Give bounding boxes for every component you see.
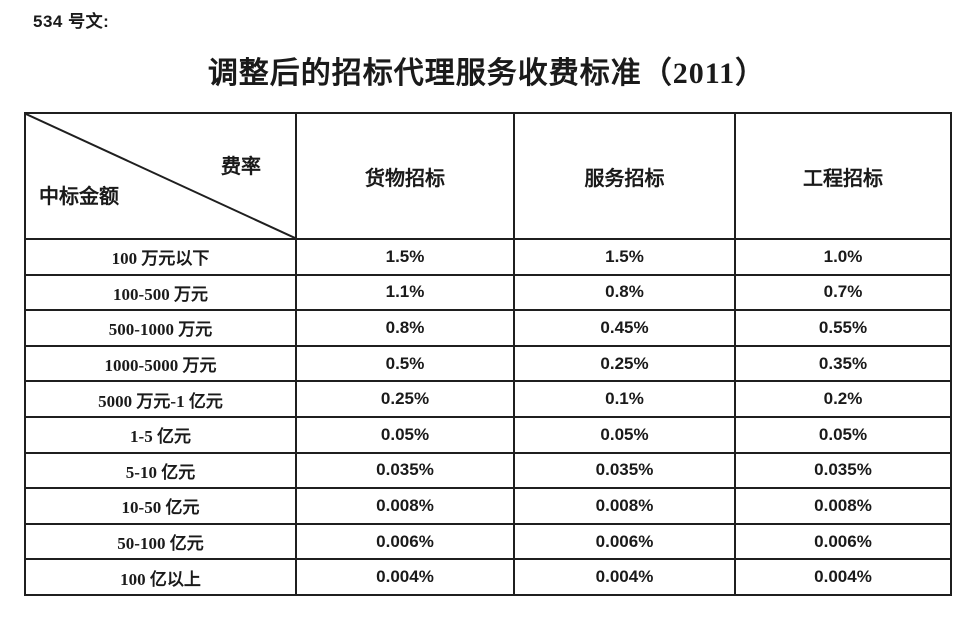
table-row: 5000 万元-1 亿元 0.25% 0.1% 0.2% [24, 380, 952, 418]
row-label: 5-10 亿元 [24, 451, 297, 490]
rate-cell: 0.008% [734, 487, 952, 525]
table-row: 100 亿以上 0.004% 0.004% 0.004% [24, 558, 952, 596]
corner-label-rate: 费率 [221, 156, 261, 178]
rate-cell: 0.008% [513, 487, 736, 525]
rate-cell: 1.1% [295, 273, 515, 312]
fee-table: 费率 中标金额 货物招标 服务招标 工程招标 100 万元以下 1.5% 1.5… [24, 112, 952, 596]
row-label: 1-5 亿元 [24, 415, 297, 454]
rate-cell: 0.8% [295, 309, 515, 347]
rate-cell: 0.035% [734, 451, 952, 490]
diagonal-line-icon [26, 114, 295, 238]
rate-cell: 0.006% [295, 522, 515, 561]
table-row: 5-10 亿元 0.035% 0.035% 0.035% [24, 451, 952, 490]
rate-cell: 0.004% [295, 558, 515, 596]
corner-label-amount: 中标金额 [39, 186, 119, 208]
page-title: 调整后的招标代理服务收费标准（2011） [207, 57, 767, 90]
row-label: 100 亿以上 [24, 558, 297, 596]
row-label: 10-50 亿元 [24, 487, 297, 525]
rate-cell: 0.2% [734, 380, 952, 418]
table-row: 10-50 亿元 0.008% 0.008% 0.008% [24, 487, 952, 525]
header-row: 费率 中标金额 货物招标 服务招标 工程招标 [24, 112, 952, 240]
rate-cell: 0.7% [734, 273, 952, 312]
corner-cell: 费率 中标金额 [24, 112, 297, 240]
rate-cell: 0.8% [513, 273, 736, 312]
rate-cell: 0.1% [513, 380, 736, 418]
rate-cell: 0.05% [295, 415, 515, 454]
row-label: 5000 万元-1 亿元 [24, 380, 297, 418]
column-header-engineering: 工程招标 [734, 112, 952, 240]
rate-cell: 0.25% [513, 344, 736, 383]
rate-cell: 0.25% [295, 380, 515, 418]
table-row: 100-500 万元 1.1% 0.8% 0.7% [24, 273, 952, 312]
table-row: 1000-5000 万元 0.5% 0.25% 0.35% [24, 344, 952, 383]
rate-cell: 0.35% [734, 344, 952, 383]
rate-cell: 0.004% [734, 558, 952, 596]
doc-ref: 534 号文: [33, 12, 110, 31]
column-header-services: 服务招标 [513, 112, 736, 240]
rate-cell: 0.006% [513, 522, 736, 561]
table-row: 500-1000 万元 0.8% 0.45% 0.55% [24, 309, 952, 347]
row-label: 1000-5000 万元 [24, 344, 297, 383]
row-label: 50-100 亿元 [24, 522, 297, 561]
rate-cell: 0.035% [513, 451, 736, 490]
rate-cell: 0.006% [734, 522, 952, 561]
row-label: 100 万元以下 [24, 238, 297, 276]
rate-cell: 0.004% [513, 558, 736, 596]
rate-cell: 0.55% [734, 309, 952, 347]
table-row: 100 万元以下 1.5% 1.5% 1.0% [24, 238, 952, 276]
rate-cell: 0.45% [513, 309, 736, 347]
table-row: 50-100 亿元 0.006% 0.006% 0.006% [24, 522, 952, 561]
rate-cell: 1.5% [295, 238, 515, 276]
rate-cell: 1.0% [734, 238, 952, 276]
column-header-goods: 货物招标 [295, 112, 515, 240]
row-label: 500-1000 万元 [24, 309, 297, 347]
rate-cell: 0.05% [734, 415, 952, 454]
row-label: 100-500 万元 [24, 273, 297, 312]
rate-cell: 1.5% [513, 238, 736, 276]
rate-cell: 0.008% [295, 487, 515, 525]
table-row: 1-5 亿元 0.05% 0.05% 0.05% [24, 415, 952, 454]
rate-cell: 0.05% [513, 415, 736, 454]
rate-cell: 0.5% [295, 344, 515, 383]
rate-cell: 0.035% [295, 451, 515, 490]
